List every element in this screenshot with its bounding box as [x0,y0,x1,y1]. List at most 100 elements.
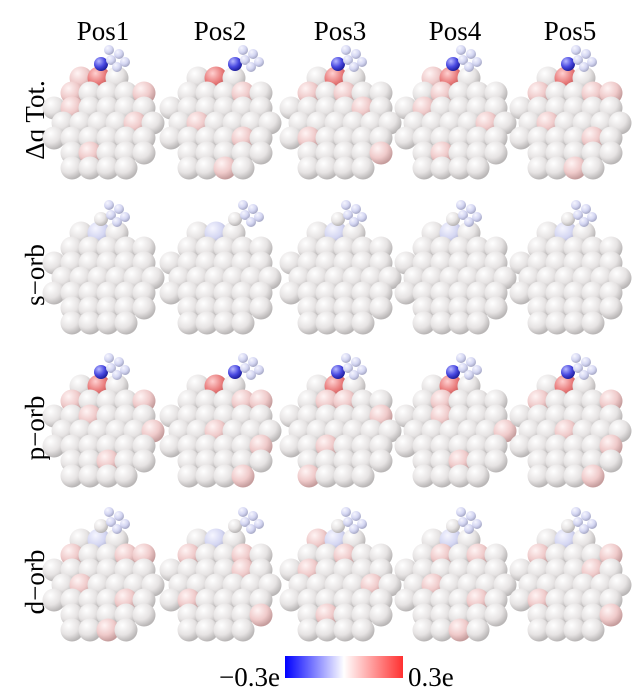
atom-cluster [394,507,517,642]
hydrogen-atom [573,363,583,373]
nitrogen-atom [331,365,345,379]
hydrogen-atom [581,204,591,214]
atom [599,141,623,165]
hydrogen-atom [573,210,583,220]
hydrogen-atom [357,212,367,222]
atom [545,464,569,488]
atom [297,156,321,180]
hydrogen-atom [106,517,116,527]
hydrogen-atom [587,212,597,222]
hydrogen-atom [587,519,597,529]
atom [195,464,219,488]
hydrogen-atom [240,55,250,65]
hydrogen-atom [579,217,589,227]
hydrogen-atom [573,517,583,527]
hydrogen-atom [104,200,114,210]
hydrogen-atom [472,57,482,67]
nitrogen-atom [446,57,460,71]
nitrogen-atom [446,365,460,379]
hydrogen-atom [238,353,248,363]
hydrogen-atom [466,511,476,521]
hydrogen-atom [343,363,353,373]
hydrogen-atom [466,204,476,214]
atom [509,588,533,612]
atom [132,449,156,473]
hydrogen-atom [341,45,351,55]
hydrogen-atom [351,511,361,521]
nitrogen-atom [228,212,242,226]
atom [466,311,490,335]
atom [412,618,436,642]
atom [448,618,472,642]
colorbar [285,656,403,678]
hydrogen-atom [464,524,474,534]
atom [114,618,138,642]
atom [249,449,273,473]
hydrogen-atom [466,357,476,367]
atom-cluster [279,507,402,642]
atom [231,156,255,180]
hydrogen-atom [579,370,589,380]
atom [563,156,587,180]
atom [96,618,120,642]
atom [231,464,255,488]
atom [132,296,156,320]
atom [333,311,357,335]
atom [213,156,237,180]
atom [279,588,303,612]
hydrogen-atom [351,204,361,214]
atom [333,618,357,642]
hydrogen-atom [472,519,482,529]
atom [581,311,605,335]
atom-cluster [42,200,165,335]
atom [159,588,183,612]
colorbar-max-label: 0.3e [408,662,454,692]
atom [42,126,66,150]
nitrogen-atom [331,57,345,71]
column-header: Pos3 [314,16,367,46]
hydrogen-atom [341,507,351,517]
atom-cluster [159,507,282,642]
hydrogen-atom [581,49,591,59]
atom-cluster [159,200,282,335]
atom [78,464,102,488]
hydrogen-atom [571,507,581,517]
atom [159,281,183,305]
atom [527,156,551,180]
column-header: Pos4 [429,16,482,46]
atom [527,618,551,642]
atom [333,156,357,180]
hydrogen-atom [571,353,581,363]
hydrogen-atom [458,363,468,373]
atom [394,126,418,150]
hydrogen-atom [456,353,466,363]
atom [315,618,339,642]
nitrogen-atom [331,212,345,226]
atom [599,449,623,473]
hydrogen-atom [120,365,130,375]
atom [213,311,237,335]
atom [315,156,339,180]
hydrogen-atom [254,519,264,529]
atom [195,156,219,180]
hydrogen-atom [458,55,468,65]
atom [231,311,255,335]
hydrogen-atom [341,353,351,363]
hydrogen-atom [240,363,250,373]
atom [581,464,605,488]
hydrogen-atom [114,49,124,59]
atom [78,156,102,180]
hydrogen-atom [106,55,116,65]
hydrogen-atom [248,511,258,521]
atom [42,281,66,305]
atom [394,281,418,305]
hydrogen-atom [254,57,264,67]
hydrogen-atom [341,200,351,210]
atom [545,156,569,180]
atom-cluster [279,45,402,180]
atom [60,311,84,335]
atom [351,464,375,488]
atom [42,588,66,612]
hydrogen-atom [248,357,258,367]
atom [279,434,303,458]
